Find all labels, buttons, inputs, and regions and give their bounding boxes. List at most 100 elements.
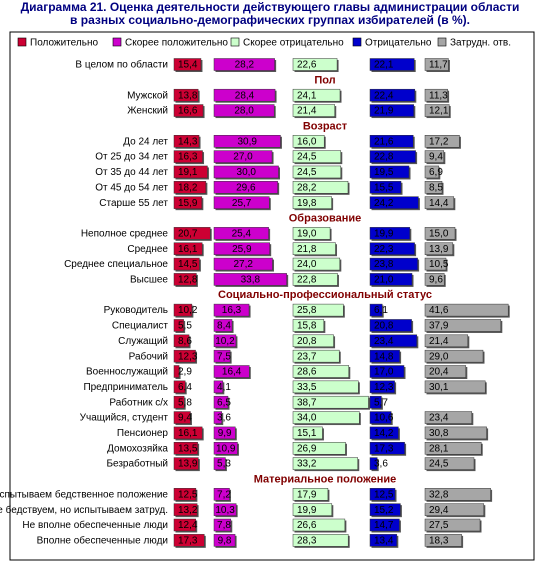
bar <box>424 181 443 194</box>
value-label: 22,8 <box>374 152 394 163</box>
value-label: 15,1 <box>297 428 317 439</box>
bar <box>369 181 402 194</box>
bar <box>369 319 412 332</box>
bar <box>213 334 237 348</box>
value-label: 10,2 <box>178 305 198 316</box>
value-label: 27,0 <box>233 152 253 163</box>
group-header: Социально-профессиональный статус <box>218 289 432 301</box>
row-label: Не бедствуем, но испытываем затруд. <box>0 504 168 516</box>
value-label: 33,8 <box>241 275 261 286</box>
value-label: 12,8 <box>178 275 198 286</box>
value-label: 21,6 <box>374 136 394 147</box>
group-header: Материальное положение <box>254 473 397 485</box>
row-label: Мужской <box>127 90 168 101</box>
value-label: 5,3 <box>217 459 231 470</box>
value-label: 23,4 <box>374 336 394 347</box>
row-label: От 25 до 34 лет <box>95 152 168 163</box>
value-label: 16,3 <box>222 305 242 316</box>
bar <box>369 534 398 547</box>
bar <box>292 196 332 209</box>
legend-swatch <box>112 37 122 47</box>
bar <box>292 273 338 286</box>
bar <box>173 135 200 148</box>
value-label: 30,1 <box>429 382 449 393</box>
row-label: Высшее <box>130 275 168 286</box>
value-label: 9,9 <box>218 428 232 439</box>
value-label: 13,8 <box>178 90 198 101</box>
bar <box>369 257 418 271</box>
value-label: 29,6 <box>236 182 256 193</box>
bar <box>213 488 230 501</box>
value-label: 2,9 <box>178 367 192 378</box>
row-label: Рабочий <box>129 350 168 362</box>
row-label: Военнослужащий <box>86 367 168 378</box>
value-label: 19,1 <box>178 167 198 178</box>
legend-label: Скорее отрицательно <box>243 38 344 49</box>
bar <box>213 457 226 470</box>
value-label: 30,8 <box>429 428 449 439</box>
bar <box>424 303 509 317</box>
bar <box>424 196 455 209</box>
bar <box>424 518 481 532</box>
value-label: 6,5 <box>217 397 231 408</box>
value-label: 18,3 <box>429 535 449 546</box>
bar <box>292 365 350 378</box>
bar <box>292 303 344 317</box>
value-label: 24,5 <box>297 152 317 163</box>
bar <box>173 58 202 71</box>
row-label: Испытываем бедственное положение <box>0 488 168 500</box>
bar <box>173 273 197 286</box>
value-label: 10,2 <box>215 336 235 347</box>
bar <box>292 150 342 163</box>
value-label: 24,2 <box>374 198 394 209</box>
value-label: 6,4 <box>178 382 192 393</box>
bar <box>292 181 349 194</box>
value-label: 16,4 <box>222 367 242 378</box>
bar <box>173 334 190 348</box>
value-label: 16,1 <box>178 244 198 255</box>
value-label: 9,4 <box>178 413 192 424</box>
bar <box>213 165 279 179</box>
value-label: 9,8 <box>218 535 232 546</box>
row-label: Пенсионер <box>117 428 169 439</box>
bar <box>369 503 401 516</box>
bar <box>173 319 184 332</box>
value-label: 23,4 <box>429 413 449 424</box>
bar <box>173 442 198 455</box>
value-label: 28,6 <box>297 367 317 378</box>
bar <box>369 135 414 148</box>
bar <box>213 518 232 532</box>
group-header: Образование <box>289 212 362 224</box>
value-label: 22,1 <box>374 60 394 71</box>
bar <box>424 411 473 424</box>
value-label: 24,0 <box>297 259 317 270</box>
bar <box>173 380 186 394</box>
bar <box>292 257 341 271</box>
value-label: 30,9 <box>237 136 257 147</box>
value-label: 26,6 <box>297 520 317 531</box>
bar <box>424 165 440 179</box>
value-label: 28,4 <box>235 90 255 101</box>
bar <box>292 395 369 409</box>
bar <box>213 257 273 271</box>
value-label: 10,3 <box>215 505 235 516</box>
value-label: 14,7 <box>374 520 394 531</box>
value-label: 29,4 <box>429 505 449 516</box>
legend-swatch <box>352 37 362 47</box>
bar <box>369 196 419 209</box>
value-label: 19,8 <box>297 198 317 209</box>
bar <box>213 303 250 317</box>
bar <box>369 395 382 409</box>
bar <box>292 426 323 440</box>
value-label: 9,6 <box>429 275 443 286</box>
value-label: 27,2 <box>234 259 254 270</box>
value-label: 15,8 <box>297 321 317 332</box>
bar <box>213 365 250 378</box>
group-header: Пол <box>314 74 335 86</box>
value-label: 10,5 <box>429 259 449 270</box>
value-label: 12,4 <box>178 520 198 531</box>
bar <box>213 196 270 209</box>
legend-label: Затрудн. отв. <box>450 38 511 49</box>
bar <box>213 349 231 363</box>
value-label: 8,6 <box>178 336 192 347</box>
